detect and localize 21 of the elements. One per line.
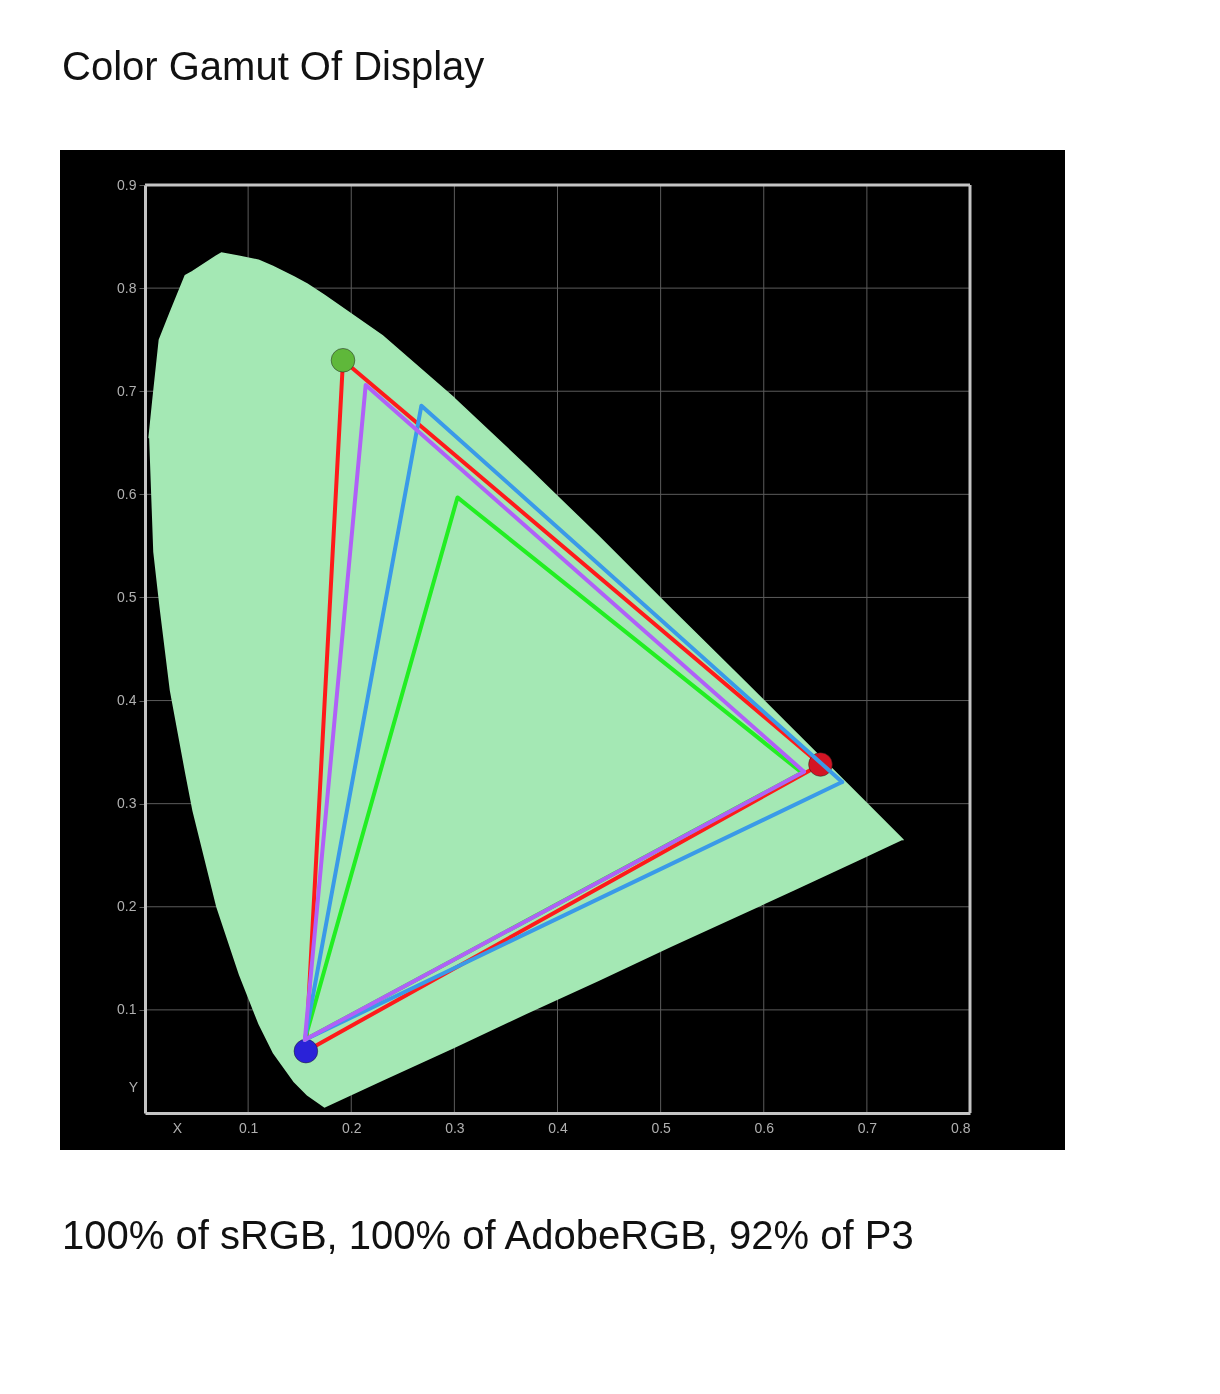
y-tick-label: 0.6	[117, 485, 137, 502]
x-tick-label: 0.7	[857, 1119, 878, 1136]
y-tick-label: 0.1	[117, 1001, 137, 1018]
y-tick-label: 0.8	[117, 279, 137, 296]
x-axis-title: X	[172, 1119, 183, 1136]
x-tick-label: 0.6	[754, 1119, 775, 1136]
text: 100% of sRGB, 100% of AdobeRGB, 92% of P3	[62, 1213, 914, 1257]
x-tick-label: 0.4	[548, 1119, 568, 1136]
y-tick-label: 0.5	[117, 588, 137, 605]
y-tick-label: 0.2	[117, 898, 137, 915]
y-axis-title: Y	[128, 1078, 139, 1095]
y-tick-label: 0.7	[117, 382, 137, 399]
x-tick-label: 0.8	[951, 1119, 971, 1136]
x-tick-label: 0.3	[445, 1119, 465, 1136]
x-tick-label: 0.1	[238, 1119, 259, 1136]
chart-title: Color Gamut Of Display	[62, 44, 485, 88]
x-tick-label: 0.2	[342, 1119, 362, 1136]
y-tick-label: 0.3	[117, 795, 137, 812]
x-tick-label: 0.5	[651, 1119, 672, 1136]
y-tick-label: 0.4	[117, 692, 137, 709]
y-tick-label: 0.9	[117, 176, 137, 193]
